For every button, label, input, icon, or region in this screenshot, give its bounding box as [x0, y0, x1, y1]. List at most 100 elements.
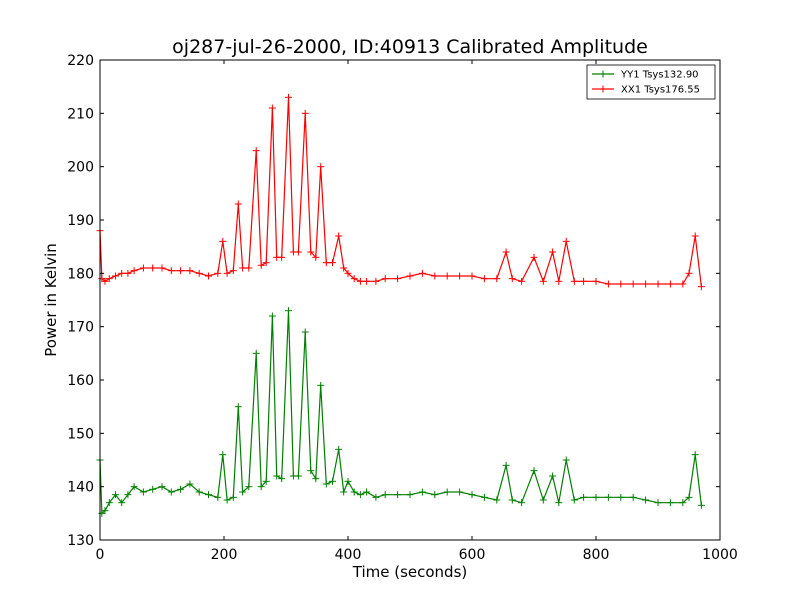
data-point [372, 493, 380, 501]
data-point [149, 485, 157, 493]
data-point [508, 496, 516, 504]
data-point [158, 483, 166, 491]
data-point [502, 248, 510, 256]
x-axis-label: Time (seconds) [352, 563, 468, 581]
data-point [268, 104, 276, 112]
y-tick-label: 160 [67, 373, 94, 389]
data-point [406, 272, 414, 280]
data-point [508, 275, 516, 283]
data-point [317, 381, 325, 389]
data-point [124, 269, 132, 277]
data-point [629, 493, 637, 501]
x-tick-label: 1000 [702, 547, 738, 563]
data-point [468, 491, 476, 499]
data-point [562, 237, 570, 245]
data-point [262, 259, 270, 267]
data-point [214, 493, 222, 501]
y-tick-label: 140 [67, 480, 94, 496]
data-point [555, 499, 563, 507]
data-point [167, 488, 175, 496]
data-point [350, 488, 358, 496]
data-point [223, 496, 231, 504]
data-point [350, 275, 358, 283]
data-point [654, 280, 662, 288]
data-point [406, 491, 414, 499]
data-point [239, 264, 247, 272]
series-0 [96, 307, 705, 517]
data-point [252, 147, 260, 155]
data-point [234, 200, 242, 208]
axes-frame [99, 59, 721, 541]
data-point [278, 475, 286, 483]
legend: YY1 Tsys132.90 XX1 Tsys176.55 [586, 64, 716, 100]
data-point [685, 269, 693, 277]
data-point [418, 488, 426, 496]
data-point [555, 277, 563, 285]
data-point [317, 163, 325, 171]
data-point [245, 264, 253, 272]
series-line [99, 97, 702, 287]
data-point [118, 499, 126, 507]
y-tick-label: 150 [67, 426, 94, 442]
data-point [604, 493, 612, 501]
data-point [617, 280, 625, 288]
data-point [654, 499, 662, 507]
data-point [329, 259, 336, 267]
data-point [530, 253, 538, 261]
data-point [307, 467, 315, 475]
data-point [329, 477, 336, 485]
data-point [130, 483, 138, 491]
data-point [539, 277, 547, 285]
legend-item: YY1 Tsys132.90 [592, 70, 699, 81]
data-point [205, 491, 212, 499]
data-point [101, 507, 109, 515]
data-point [158, 264, 166, 272]
data-point [363, 488, 371, 496]
data-point [468, 272, 476, 280]
x-tick-label: 200 [211, 547, 238, 563]
data-point [580, 277, 588, 285]
data-point [322, 259, 330, 267]
data-point [394, 275, 402, 283]
series-line [99, 310, 702, 515]
x-tick-label: 400 [335, 547, 362, 563]
data-point [186, 480, 194, 488]
data-point [518, 277, 526, 285]
data-point [363, 277, 371, 285]
data-point [381, 275, 389, 283]
x-axis: 0 200 400 600 800 1000 [96, 60, 738, 563]
data-point [301, 328, 309, 336]
data-point [642, 496, 650, 504]
data-point [278, 253, 286, 261]
y-tick-label: 200 [67, 160, 94, 176]
legend-item: XX1 Tsys176.55 [592, 85, 700, 96]
data-point [130, 267, 138, 275]
data-point [580, 493, 588, 501]
data-point [502, 461, 510, 469]
data-point [312, 475, 320, 483]
data-point [322, 480, 330, 488]
y-tick-label: 180 [67, 266, 94, 282]
data-point [214, 269, 222, 277]
data-point [301, 109, 309, 117]
x-tick-label: 800 [583, 547, 610, 563]
data-point [642, 280, 650, 288]
data-point [124, 491, 132, 499]
data-point [356, 277, 364, 285]
data-point [219, 237, 227, 245]
data-point [418, 269, 426, 277]
data-point [105, 275, 113, 283]
chart-title: oj287-jul-26-2000, ID:40913 Calibrated A… [172, 36, 648, 58]
data-point [273, 472, 281, 480]
data-point [691, 451, 699, 459]
data-point [679, 499, 687, 507]
plot-area [96, 93, 705, 517]
data-point [177, 485, 185, 493]
legend-label: XX1 Tsys176.55 [621, 85, 700, 96]
data-point [480, 493, 488, 501]
data-point [629, 280, 637, 288]
data-point [340, 264, 348, 272]
data-point [239, 488, 247, 496]
data-point [493, 496, 501, 504]
data-point [443, 488, 451, 496]
